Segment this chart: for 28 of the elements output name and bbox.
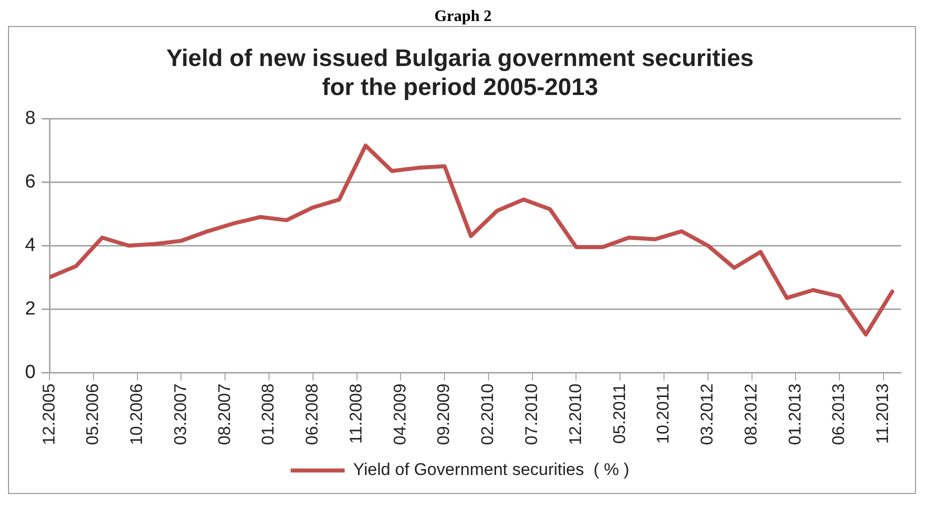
x-tick-label: 12.2010	[566, 384, 585, 445]
x-tick-label: 06.2008	[302, 384, 322, 445]
x-tick-label: 09.2009	[434, 384, 454, 445]
x-tick-label: 06.2013	[829, 384, 848, 445]
x-tick-label: 11.2013	[873, 384, 892, 444]
chart-title: Yield of new issued Bulgaria government securities for the period 2005-2013	[166, 45, 754, 101]
legend-label: Yield of Government securities ( % )	[353, 460, 630, 480]
y-tick-label: 4	[24, 234, 36, 256]
y-tick-label: 0	[24, 362, 36, 383]
caption: Graph 2	[433, 8, 493, 26]
x-tick-label: 02.2010	[478, 384, 498, 445]
y-tick-label: 2	[24, 298, 36, 320]
y-tick-label: 8	[24, 108, 36, 129]
x-tick-label: 11.2008	[346, 384, 366, 444]
x-tick-label: 07.2010	[522, 384, 542, 445]
x-tick-label: 01.2013	[785, 384, 804, 445]
x-tick-label: 05.2006	[83, 384, 102, 445]
x-tick-label: 03.2007	[170, 384, 190, 445]
x-tick-label: 12.2005	[39, 384, 58, 445]
x-tick-label: 01.2008	[258, 384, 278, 445]
x-tick-label: 05.2011	[610, 384, 629, 444]
x-tick-label: 10.2011	[654, 384, 673, 444]
x-tick-label: 10.2006	[127, 384, 146, 445]
x-tick-label: 04.2009	[390, 384, 410, 445]
y-tick-label: 6	[24, 171, 36, 192]
x-tick-label: 03.2012	[698, 384, 717, 445]
x-tick-label: 08.2007	[214, 384, 234, 445]
x-tick-label: 08.2012	[741, 384, 760, 445]
